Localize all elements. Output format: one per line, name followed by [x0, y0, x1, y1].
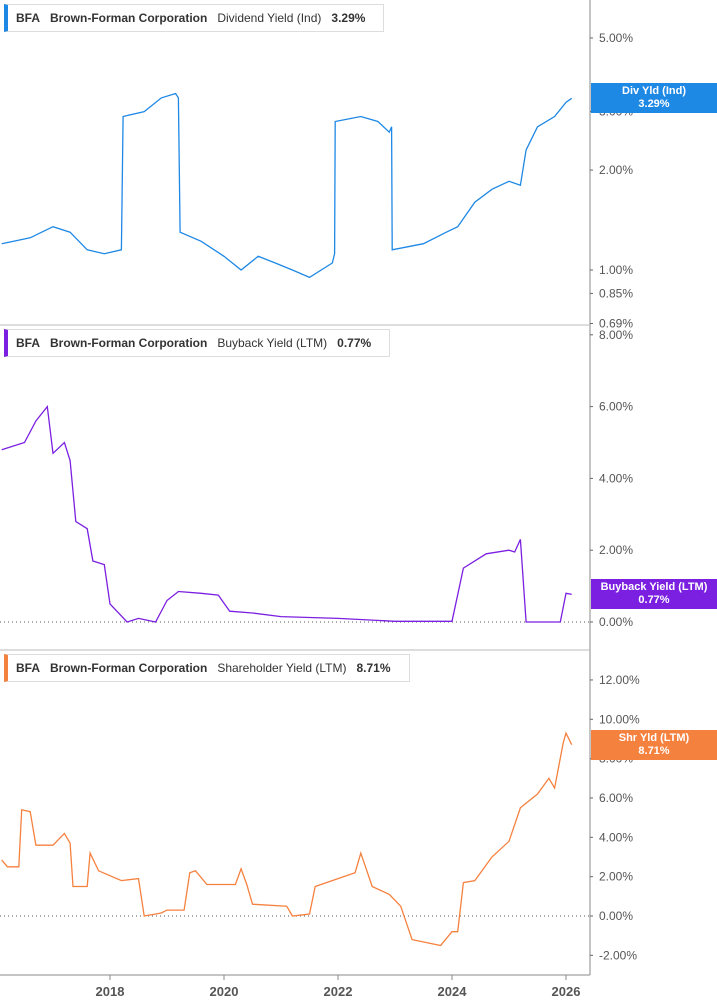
y-tick-label: 10.00% — [599, 712, 640, 726]
legend-company: Brown-Forman Corporation — [50, 336, 208, 350]
legend-value: 8.71% — [356, 661, 391, 675]
y-tick-label: 5.00% — [599, 31, 633, 45]
series-line-0 — [1, 92, 573, 279]
legend-ticker: BFA — [16, 661, 40, 675]
y-tick-label: 2.00% — [599, 543, 633, 557]
legend-metric: Dividend Yield (Ind) — [217, 11, 322, 25]
legend-value: 3.29% — [331, 11, 366, 25]
tag-label: Shr Yld (LTM) — [618, 731, 690, 744]
legend-company: Brown-Forman Corporation — [50, 11, 208, 25]
y-tick-label: 8.00% — [599, 328, 633, 342]
x-tick-label: 2020 — [210, 984, 239, 999]
value-tag-dividend: Div Yld (Ind) 3.29% — [591, 83, 717, 114]
y-tick-label: 6.00% — [599, 400, 633, 414]
x-tick-label: 2026 — [552, 984, 581, 999]
x-tick-label: 2024 — [438, 984, 468, 999]
y-tick-label: 12.00% — [599, 673, 640, 687]
legend-buyback-yield: BFA Brown-Forman Corporation Buyback Yield… — [4, 329, 391, 357]
x-tick-label: 2022 — [324, 984, 353, 999]
y-tick-label: 0.69% — [599, 317, 633, 331]
y-tick-label: -2.00% — [599, 948, 637, 962]
y-tick-label: 2.00% — [599, 870, 633, 884]
tag-value: 8.71% — [638, 744, 670, 757]
tag-label: Buyback Yield (LTM) — [600, 581, 708, 594]
tag-label: Div Yld (Ind) — [622, 85, 686, 98]
series-line-2 — [1, 731, 573, 947]
legend-ticker: BFA — [16, 336, 40, 350]
legend-metric: Buyback Yield (LTM) — [217, 336, 328, 350]
y-tick-label: 4.00% — [599, 471, 633, 485]
y-tick-label: 0.00% — [599, 615, 633, 629]
y-tick-label: 4.00% — [599, 830, 633, 844]
legend-value: 0.77% — [337, 336, 372, 350]
legend-dividend-yield: BFA Brown-Forman Corporation Dividend Yiel… — [4, 4, 385, 32]
y-tick-label: 0.85% — [599, 286, 633, 300]
value-tag-shareholder: Shr Yld (LTM) 8.71% — [591, 729, 717, 760]
value-tag-buyback: Buyback Yield (LTM) 0.77% — [591, 579, 717, 610]
x-tick-label: 2018 — [96, 984, 125, 999]
tag-value: 3.29% — [638, 98, 670, 111]
legend-company: Brown-Forman Corporation — [50, 661, 208, 675]
y-tick-label: 1.00% — [599, 263, 633, 277]
y-tick-label: 2.00% — [599, 163, 633, 177]
tag-value: 0.77% — [638, 594, 670, 607]
series-line-1 — [1, 404, 572, 623]
legend-metric: Shareholder Yield (LTM) — [217, 661, 347, 675]
legend-ticker: BFA — [16, 11, 40, 25]
y-tick-label: 0.00% — [599, 909, 633, 923]
y-tick-label: 6.00% — [599, 791, 633, 805]
legend-shareholder-yield: BFA Brown-Forman Corporation Shareholder Y… — [4, 654, 410, 682]
